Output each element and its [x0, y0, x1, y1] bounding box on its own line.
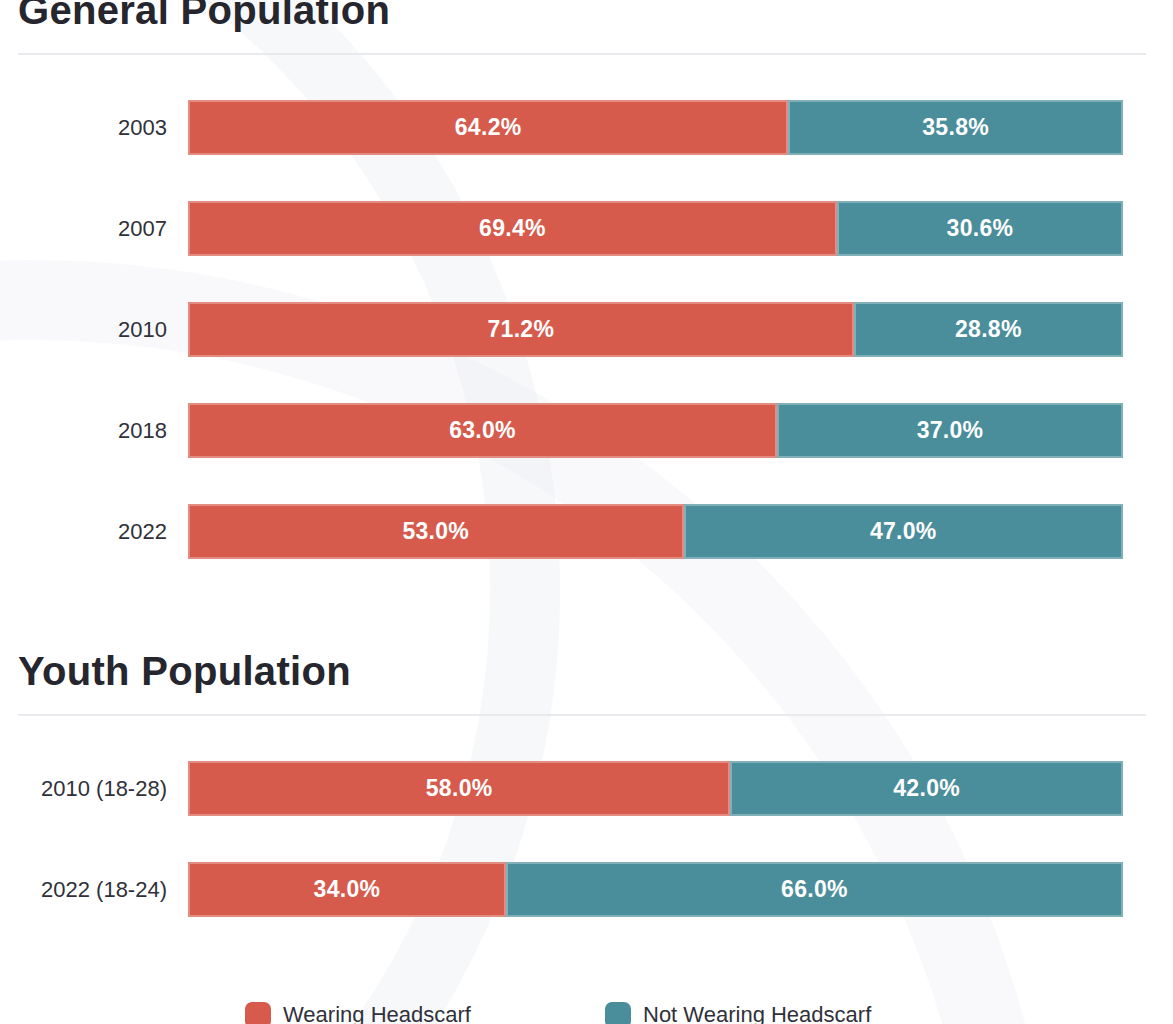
not-wearing-headscarf-segment: 66.0%: [506, 862, 1123, 917]
category-label: 2007: [18, 216, 188, 242]
stacked-bar: 34.0% 66.0%: [188, 862, 1123, 917]
bar-row: 2022 53.0% 47.0%: [18, 504, 1123, 559]
wearing-headscarf-segment: 58.0%: [188, 761, 730, 816]
bar-row: 2007 69.4% 30.6%: [18, 201, 1123, 256]
segment-value-label: 30.6%: [947, 215, 1014, 242]
not-wearing-headscarf-swatch: [605, 1002, 631, 1024]
not-wearing-headscarf-segment: 35.8%: [788, 100, 1123, 155]
category-label: 2003: [18, 115, 188, 141]
bar-rows: 2010 (18-28) 58.0% 42.0% 2022 (18-24) 34…: [18, 761, 1123, 917]
chart-youth-population: Youth Population 2010 (18-28) 58.0% 42.0…: [18, 648, 1123, 917]
stacked-bar: 64.2% 35.8%: [188, 100, 1123, 155]
legend-label: Wearing Headscarf: [283, 1002, 471, 1024]
wearing-headscarf-segment: 71.2%: [188, 302, 854, 357]
not-wearing-headscarf-segment: 28.8%: [854, 302, 1123, 357]
category-label: 2022: [18, 519, 188, 545]
bar-row: 2003 64.2% 35.8%: [18, 100, 1123, 155]
bar-row: 2022 (18-24) 34.0% 66.0%: [18, 862, 1123, 917]
category-label: 2018: [18, 418, 188, 444]
report-page: General Population 2003 64.2% 35.8% 2007…: [0, 0, 1173, 1024]
category-label: 2010: [18, 317, 188, 343]
bar-rows: 2003 64.2% 35.8% 2007 69.4% 30.6% 2010 7…: [18, 100, 1123, 559]
category-label: 2022 (18-24): [18, 877, 188, 903]
wearing-headscarf-segment: 64.2%: [188, 100, 788, 155]
not-wearing-headscarf-segment: 47.0%: [684, 504, 1123, 559]
category-label: 2010 (18-28): [18, 776, 188, 802]
segment-value-label: 58.0%: [426, 775, 493, 802]
legend-item-wearing-headscarf: Wearing Headscarf: [245, 1002, 471, 1024]
chart-title: General Population: [18, 0, 1123, 33]
wearing-headscarf-segment: 34.0%: [188, 862, 506, 917]
bar-row: 2010 (18-28) 58.0% 42.0%: [18, 761, 1123, 816]
stacked-bar: 71.2% 28.8%: [188, 302, 1123, 357]
bar-row: 2018 63.0% 37.0%: [18, 403, 1123, 458]
segment-value-label: 34.0%: [314, 876, 381, 903]
segment-value-label: 28.8%: [955, 316, 1022, 343]
legend-label: Not Wearing Headscarf: [643, 1002, 871, 1024]
wearing-headscarf-segment: 63.0%: [188, 403, 777, 458]
chart-general-population: General Population 2003 64.2% 35.8% 2007…: [18, 0, 1123, 559]
bar-row: 2010 71.2% 28.8%: [18, 302, 1123, 357]
not-wearing-headscarf-segment: 30.6%: [837, 201, 1123, 256]
segment-value-label: 53.0%: [402, 518, 469, 545]
title-divider: [18, 714, 1146, 716]
wearing-headscarf-segment: 53.0%: [188, 504, 684, 559]
segment-value-label: 63.0%: [449, 417, 516, 444]
segment-value-label: 66.0%: [781, 876, 848, 903]
segment-value-label: 42.0%: [893, 775, 960, 802]
not-wearing-headscarf-segment: 37.0%: [777, 403, 1123, 458]
segment-value-label: 64.2%: [455, 114, 522, 141]
wearing-headscarf-segment: 69.4%: [188, 201, 837, 256]
segment-value-label: 35.8%: [922, 114, 989, 141]
legend-item-not-wearing-headscarf: Not Wearing Headscarf: [605, 1002, 871, 1024]
chart-title: Youth Population: [18, 648, 1123, 694]
stacked-bar: 58.0% 42.0%: [188, 761, 1123, 816]
segment-value-label: 37.0%: [917, 417, 984, 444]
segment-value-label: 47.0%: [870, 518, 937, 545]
stacked-bar: 69.4% 30.6%: [188, 201, 1123, 256]
stacked-bar: 53.0% 47.0%: [188, 504, 1123, 559]
wearing-headscarf-swatch: [245, 1002, 271, 1024]
title-divider: [18, 53, 1146, 55]
stacked-bar: 63.0% 37.0%: [188, 403, 1123, 458]
segment-value-label: 71.2%: [488, 316, 555, 343]
segment-value-label: 69.4%: [479, 215, 546, 242]
not-wearing-headscarf-segment: 42.0%: [730, 761, 1123, 816]
